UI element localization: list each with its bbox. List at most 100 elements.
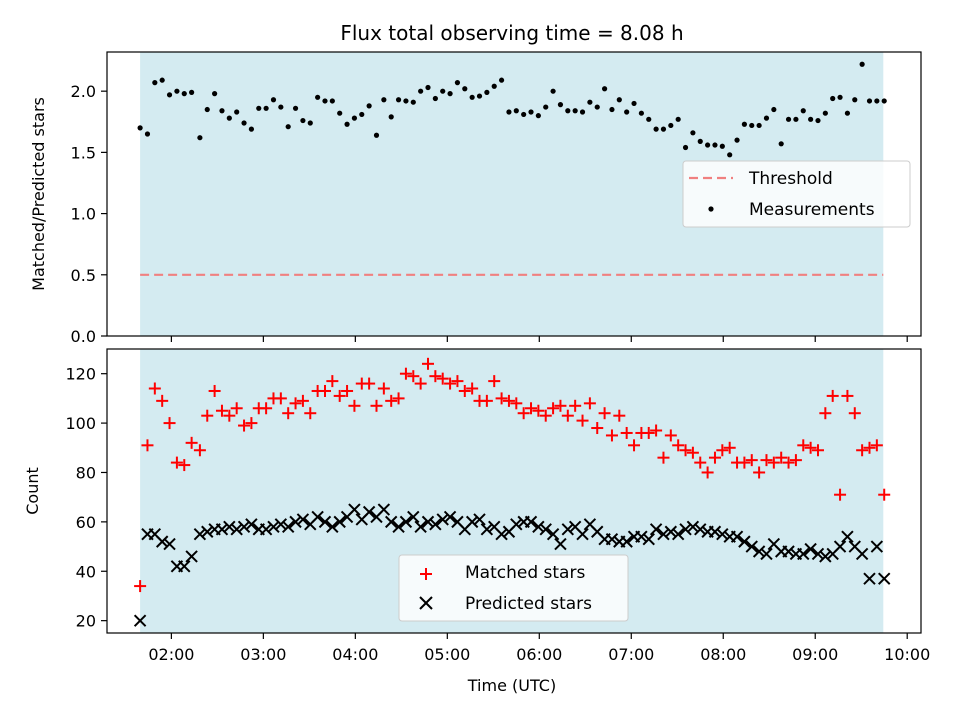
predicted-star-point xyxy=(436,513,449,526)
measurement-point xyxy=(403,98,409,104)
matched-star-point xyxy=(436,372,449,385)
predicted-star-point xyxy=(133,614,147,627)
predicted-star-point xyxy=(348,503,361,516)
measurement-point xyxy=(572,108,578,114)
matched-star-point xyxy=(466,382,479,395)
measurement-point xyxy=(535,113,541,119)
measurement-point xyxy=(491,83,497,89)
matched-star-point xyxy=(458,384,471,397)
measurement-point xyxy=(690,130,696,136)
predicted-star-point xyxy=(318,515,332,529)
predicted-star-point xyxy=(259,523,273,536)
matched-star-point xyxy=(517,407,530,420)
measurement-point xyxy=(219,108,225,114)
matched-star-point xyxy=(708,451,721,464)
measurement-point xyxy=(741,121,748,127)
bottom-y-axis-label: Count xyxy=(23,467,42,515)
predicted-star-point xyxy=(664,525,678,538)
predicted-star-point xyxy=(414,520,427,534)
measurement-point xyxy=(137,125,143,131)
x-tick-label: 08:00 xyxy=(700,645,746,664)
matched-star-point xyxy=(569,399,582,412)
top-panel: 0.00.51.01.52.0 Matched/Predicted stars … xyxy=(29,51,922,346)
bottom-y-tick-label: 120 xyxy=(65,365,96,384)
matched-star-point xyxy=(789,454,802,467)
x-tick-label: 06:00 xyxy=(516,645,562,664)
predicted-star-point xyxy=(296,513,310,526)
measurement-point xyxy=(778,141,784,147)
predicted-star-point xyxy=(782,545,795,558)
bottom-y-tick-label: 80 xyxy=(76,463,96,482)
predicted-star-point xyxy=(694,523,707,536)
matched-star-point xyxy=(642,426,655,439)
matched-star-point xyxy=(377,382,390,395)
matched-star-point xyxy=(767,456,780,469)
measurement-point xyxy=(793,116,799,122)
x-tick-label: 05:00 xyxy=(424,645,470,664)
predicted-star-point xyxy=(686,520,700,534)
measurement-point xyxy=(565,108,571,114)
matched-star-point xyxy=(185,436,198,449)
predicted-star-point xyxy=(510,518,523,531)
measurement-point xyxy=(270,97,277,103)
matched-star-point xyxy=(811,444,824,457)
measurement-point xyxy=(447,91,453,97)
x-tick-label: 07:00 xyxy=(608,645,654,664)
x-axis-label: Time (UTC) xyxy=(467,676,556,695)
measurement-point xyxy=(425,84,431,91)
predicted-star-point xyxy=(245,518,258,531)
matched-star-point xyxy=(208,384,221,397)
predicted-star-point xyxy=(473,513,486,526)
x-tick-label: 04:00 xyxy=(332,645,378,664)
matched-star-point xyxy=(848,407,861,420)
predicted-star-point xyxy=(716,528,729,541)
measurement-point xyxy=(712,142,718,148)
matched-star-point xyxy=(407,370,420,383)
matched-star-point xyxy=(841,389,854,402)
measurement-point xyxy=(852,97,858,103)
predicted-star-point xyxy=(855,547,869,561)
matched-star-point xyxy=(613,409,626,422)
top-y-tick-label: 1.5 xyxy=(71,143,96,162)
measurement-point xyxy=(337,110,343,116)
measurement-point xyxy=(197,135,203,141)
matched-legend-swatch xyxy=(420,568,432,580)
measurement-point xyxy=(418,88,424,94)
matched-star-point xyxy=(348,399,361,412)
matched-star-point xyxy=(326,375,339,388)
matched-legend-label: Matched stars xyxy=(465,563,585,583)
matched-star-point xyxy=(260,402,273,415)
matched-star-point xyxy=(215,404,228,417)
measurement-point xyxy=(844,110,851,116)
bottom-legend: Matched stars Predicted stars xyxy=(398,554,629,622)
matched-star-point xyxy=(760,454,773,467)
matched-star-point xyxy=(429,370,442,383)
matched-star-point xyxy=(745,454,758,467)
measurement-point xyxy=(359,111,365,118)
matched-star-point xyxy=(495,392,508,405)
matched-star-point xyxy=(444,377,457,390)
matched-star-point xyxy=(399,367,412,380)
measurement-point xyxy=(440,88,446,94)
x-tick-label: 10:00 xyxy=(884,645,930,664)
predicted-star-point xyxy=(841,530,854,543)
measurement-point xyxy=(234,109,240,115)
matched-star-point xyxy=(694,456,707,469)
matched-star-point xyxy=(385,394,398,407)
matched-star-point xyxy=(333,389,346,402)
predicted-star-point xyxy=(561,523,575,536)
matched-star-point xyxy=(230,402,243,415)
matched-star-point xyxy=(657,451,670,464)
predicted-star-point xyxy=(274,518,288,531)
bottom-x-ticks: 02:00 03:00 04:00 05:00 06:00 07:00 08:00 09:00… xyxy=(148,633,930,664)
predicted-legend-label: Predicted stars xyxy=(465,594,592,614)
measurement-point xyxy=(682,144,689,151)
matched-star-point xyxy=(863,441,876,454)
matched-star-point xyxy=(539,409,552,422)
predicted-star-point xyxy=(215,523,229,536)
measurement-point xyxy=(174,88,180,94)
measurement-point xyxy=(432,95,438,102)
matched-star-point xyxy=(819,407,832,420)
measurement-point xyxy=(815,117,821,124)
